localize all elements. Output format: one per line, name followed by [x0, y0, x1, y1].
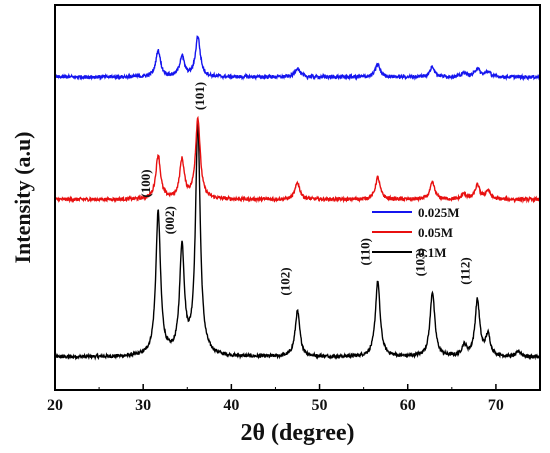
legend-label: 0.1M: [418, 245, 447, 260]
x-axis-title: 2θ (degree): [240, 420, 354, 446]
series-line-0: [54, 35, 541, 82]
y-axis-title: Intensity (a.u): [10, 131, 35, 263]
legend-label: 0.05M: [418, 225, 453, 240]
peak-label: (101): [192, 82, 207, 110]
peak-label: (103): [412, 248, 427, 276]
peak-labels: (100) (002) (101) (102) (110) (103) (112): [138, 82, 472, 296]
x-axis: 20 30 40 50 60 70: [47, 384, 504, 414]
plot-frame: [54, 4, 541, 391]
series-line-2: [54, 120, 541, 361]
x-tick-label: 20: [47, 397, 63, 414]
peak-label: (112): [457, 257, 472, 284]
legend-label: 0.025M: [418, 205, 460, 220]
peak-label: (102): [278, 267, 293, 295]
series-layer: [54, 35, 541, 361]
x-tick-label: 50: [312, 397, 328, 414]
peak-label: (002): [162, 206, 177, 234]
x-tick-label: 60: [400, 397, 416, 414]
peak-label: (100): [138, 169, 153, 197]
x-tick-label: 70: [488, 397, 504, 414]
x-tick-label: 40: [223, 397, 239, 414]
x-tick-label: 30: [135, 397, 151, 414]
peak-label: (110): [358, 238, 373, 265]
series-line-1: [54, 115, 541, 204]
legend: 0.025M 0.05M 0.1M: [372, 205, 460, 260]
